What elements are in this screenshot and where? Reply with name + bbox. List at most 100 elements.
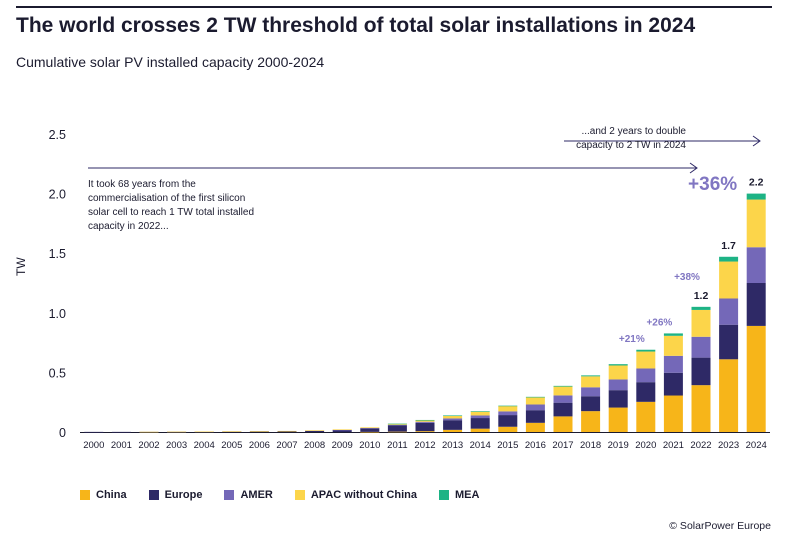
bar-mea-2011 [387,423,407,425]
bar-amer-2010 [360,428,380,429]
bar-mea-2024 [746,193,766,200]
total-label-2023: 1.7 [721,240,736,252]
legend-label: AMER [240,489,273,501]
bar-apac-without-china-2009 [332,429,352,430]
bar-china-2021 [663,395,683,432]
total-label-2024: 2.2 [749,177,764,189]
legend-item-europe: Europe [148,489,203,501]
x-tick-label: 2014 [470,440,491,451]
legend-item-mea: MEA [438,489,479,501]
y-tick-label: 1.0 [49,307,66,321]
bar-apac-without-china-2014 [470,411,490,416]
bar-amer-2020 [636,368,656,383]
bar-europe-2010 [360,428,380,432]
chart-subtitle: Cumulative solar PV installed capacity 2… [16,54,325,70]
bar-apac-without-china-2003 [167,431,187,433]
bar-china-2024 [746,325,766,432]
x-tick-label: 2004 [194,440,215,451]
total-label-2022: 1.2 [694,290,709,302]
bar-europe-2016 [525,410,545,423]
bar-europe-2021 [663,372,683,396]
source-credit: © SolarPower Europe [669,520,771,532]
x-tick-label: 2002 [138,440,159,451]
x-tick-label: 2023 [718,440,739,451]
legend-item-apac-without-china: APAC without China [294,489,417,501]
y-tick-label: 2.0 [49,188,66,202]
bar-amer-2024 [746,247,766,283]
bar-europe-2015 [498,415,518,427]
bar-amer-2011 [387,424,407,426]
bar-europe-2000 [84,431,104,433]
legend: China Europe AMER APAC without China MEA [80,489,479,501]
bar-europe-2012 [415,422,435,432]
bar-europe-2011 [387,425,407,432]
x-tick-label: 2001 [111,440,132,451]
annotation-1tw-line: capacity in 2022... [88,221,169,232]
y-tick-label: 1.5 [49,247,66,261]
legend-item-china: China [80,489,127,501]
growth-label-2022: +38% [674,272,700,283]
bar-amer-2014 [470,415,490,419]
bar-apac-without-china-2013 [443,415,463,419]
bar-apac-without-china-2008 [305,430,325,431]
bar-mea-2022 [691,306,711,310]
bar-apac-without-china-2018 [581,376,601,388]
x-tick-label: 2009 [332,440,353,451]
growth-label-2023: +36% [688,174,737,195]
bar-amer-2016 [525,404,545,411]
bar-apac-without-china-2024 [746,199,766,248]
bar-apac-without-china-2012 [415,420,435,422]
bar-europe-2014 [470,418,490,429]
annotation-1tw-line: solar cell to reach 1 TW total installed [88,207,254,218]
x-tick-label: 2017 [552,440,573,451]
bar-apac-without-china-2021 [663,335,683,356]
bar-china-2015 [498,426,518,432]
bar-europe-2020 [636,382,656,402]
legend-swatch [224,490,235,500]
bar-amer-2022 [691,336,711,358]
bar-china-2010 [360,431,380,433]
legend-item-amer: AMER [224,489,273,501]
bar-europe-2023 [719,324,739,360]
chart-title: The world crosses 2 TW threshold of tota… [16,14,696,37]
stacked-bar-chart: 0 0.5 1.0 1.5 2.0 2.5 2000 2001 2002 2003 2004 2005… [49,126,770,451]
x-tick-label: 2013 [442,440,463,451]
bar-europe-2007 [277,431,297,432]
legend-label: Europe [164,489,203,501]
bar-china-2018 [581,411,601,432]
x-tick-label: 2015 [497,440,518,451]
bar-mea-2012 [415,419,435,421]
bar-europe-2008 [305,430,325,432]
x-tick-label: 2008 [304,440,325,451]
annotation-2tw-line: ...and 2 years to double [581,126,686,137]
annotation-1tw-line: It took 68 years from the [88,179,196,190]
bar-apac-without-china-2023 [719,261,739,299]
bar-amer-2015 [498,411,518,416]
bar-mea-2014 [470,411,490,412]
bar-amer-2018 [581,387,601,397]
bar-apac-without-china-2016 [525,397,545,405]
legend-swatch [294,490,305,500]
x-tick-label: 2007 [276,440,297,451]
bar-mea-2017 [553,385,573,387]
bar-china-2022 [691,385,711,432]
bar-europe-2009 [332,429,352,432]
bar-apac-without-china-2005 [222,431,242,432]
x-tick-label: 2006 [249,440,270,451]
bar-europe-2013 [443,420,463,430]
x-tick-label: 2020 [635,440,656,451]
bar-mea-2021 [663,333,683,336]
x-tick-label: 2012 [414,440,435,451]
bar-mea-2015 [498,405,518,407]
bar-amer-2019 [608,379,628,391]
growth-label-2020: +21% [619,334,645,345]
legend-swatch [80,490,90,500]
bar-mea-2013 [443,415,463,417]
bar-apac-without-china-2019 [608,365,628,380]
bar-apac-without-china-2015 [498,406,518,412]
x-tick-label: 2010 [359,440,380,451]
bar-apac-without-china-2010 [360,427,380,429]
bar-china-2019 [608,407,628,432]
bar-amer-2023 [719,298,739,325]
annotation-arrow-1tw-head [689,162,698,174]
